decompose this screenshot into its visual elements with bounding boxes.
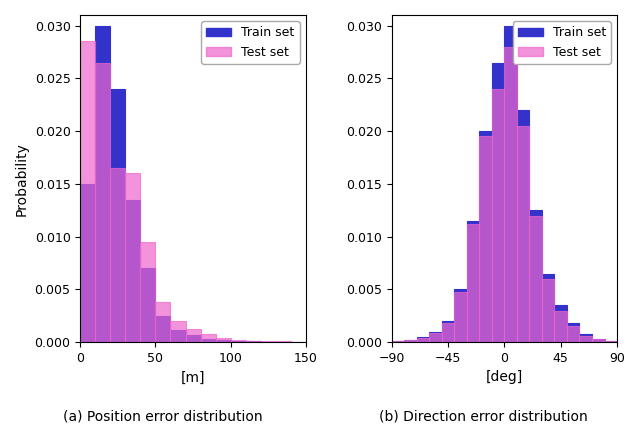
Bar <box>95 26 110 342</box>
Bar <box>417 337 429 342</box>
Bar <box>492 89 504 342</box>
Text: (a) Position error distribution: (a) Position error distribution <box>63 410 263 424</box>
Bar <box>110 168 125 342</box>
Bar <box>504 26 517 342</box>
Bar <box>567 323 579 342</box>
Bar <box>404 340 417 342</box>
Bar <box>140 242 156 342</box>
Bar <box>592 339 605 342</box>
Bar <box>260 341 276 342</box>
Bar <box>542 274 554 342</box>
Bar <box>404 340 417 342</box>
Bar <box>140 268 156 342</box>
Bar <box>605 341 617 342</box>
Bar <box>567 326 579 342</box>
Bar <box>230 341 246 342</box>
Bar <box>156 316 170 342</box>
Bar <box>554 305 567 342</box>
Bar <box>467 221 479 342</box>
Bar <box>246 341 260 342</box>
Bar <box>479 131 492 342</box>
Bar <box>246 341 260 342</box>
Bar <box>80 184 95 342</box>
Bar <box>200 334 216 342</box>
Bar <box>95 62 110 342</box>
Bar <box>156 302 170 342</box>
Bar <box>579 334 592 342</box>
Bar <box>80 41 95 342</box>
Bar <box>230 340 246 342</box>
Bar <box>110 89 125 342</box>
Bar <box>442 323 454 342</box>
Bar <box>170 329 186 342</box>
Bar <box>554 311 567 342</box>
Bar <box>592 339 605 342</box>
Bar <box>125 173 140 342</box>
Bar <box>216 338 230 342</box>
Bar <box>454 289 467 342</box>
Y-axis label: Probability: Probability <box>15 142 29 215</box>
Bar <box>170 321 186 342</box>
Bar <box>579 336 592 342</box>
Bar <box>442 321 454 342</box>
Bar <box>276 341 291 342</box>
Bar <box>429 333 442 342</box>
Bar <box>529 210 542 342</box>
Bar <box>479 136 492 342</box>
Bar <box>186 335 200 342</box>
Bar <box>186 329 200 342</box>
Bar <box>200 339 216 342</box>
Bar <box>517 126 529 342</box>
Legend: Train set, Test set: Train set, Test set <box>513 21 611 63</box>
Bar <box>504 47 517 342</box>
Text: (b) Direction error distribution: (b) Direction error distribution <box>379 410 588 424</box>
Legend: Train set, Test set: Train set, Test set <box>202 21 300 63</box>
Bar <box>417 338 429 342</box>
Bar <box>529 215 542 342</box>
Bar <box>467 224 479 342</box>
Bar <box>492 62 504 342</box>
Bar <box>392 341 404 342</box>
Bar <box>216 340 230 342</box>
Bar <box>517 110 529 342</box>
X-axis label: [deg]: [deg] <box>486 371 523 385</box>
X-axis label: [m]: [m] <box>180 371 205 385</box>
Bar <box>542 279 554 342</box>
Bar <box>392 341 404 342</box>
Bar <box>125 200 140 342</box>
Bar <box>429 332 442 342</box>
Bar <box>605 341 617 342</box>
Bar <box>454 292 467 342</box>
